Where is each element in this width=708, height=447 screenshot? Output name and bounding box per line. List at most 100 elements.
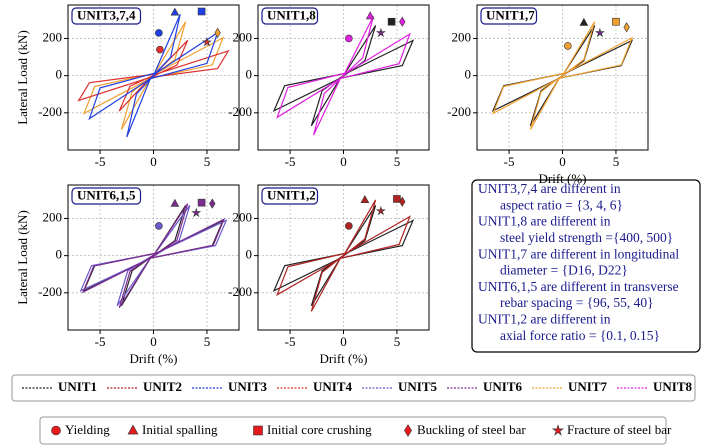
plot-frame xyxy=(257,4,430,151)
legend-label: UNIT1 xyxy=(58,379,97,394)
note-line: UNIT1,8 are different in xyxy=(478,214,611,229)
marker-circle xyxy=(156,45,164,54)
notes-box xyxy=(471,179,701,353)
y-tick-label: -200 xyxy=(38,284,62,299)
panel-tag: UNIT6,1,5 xyxy=(77,187,136,202)
y-tick-label: -200 xyxy=(447,104,471,119)
x-tick-label: 0 xyxy=(559,154,566,169)
x-tick-label: 5 xyxy=(394,154,401,169)
marker-diamond xyxy=(404,424,412,437)
plot-frame xyxy=(67,4,240,151)
y-tick-label: 200 xyxy=(233,29,253,44)
legend-label: UNIT2 xyxy=(143,379,182,394)
y-tick-label: 0 xyxy=(465,67,472,82)
hysteresis-line xyxy=(276,15,411,136)
x-tick-label: 5 xyxy=(394,334,401,349)
y-tick-label: 200 xyxy=(43,209,63,224)
marker-star xyxy=(375,27,386,38)
marker-circle xyxy=(155,29,163,37)
x-tick-label: 0 xyxy=(150,334,157,349)
marker-diamond xyxy=(623,22,630,33)
y-tick-label: 200 xyxy=(233,209,253,224)
x-tick-label: -5 xyxy=(95,334,106,349)
marker-diamond xyxy=(214,27,221,39)
x-tick-label: 0 xyxy=(340,154,347,169)
hysteresis-line xyxy=(491,21,634,130)
y-axis-label: Lateral Load (kN) xyxy=(15,30,30,125)
marker-circle xyxy=(345,222,353,230)
x-tick-label: 5 xyxy=(204,154,211,169)
legend-label: UNIT3 xyxy=(228,379,268,394)
x-tick-label: 5 xyxy=(204,334,211,349)
line-legend-box xyxy=(11,374,696,402)
x-tick-label: -5 xyxy=(285,154,296,169)
y-tick-label: -200 xyxy=(228,104,252,119)
hysteresis-line xyxy=(276,199,411,312)
panel-tag: UNIT1,8 xyxy=(267,7,316,22)
legend-label: UNIT7 xyxy=(568,379,608,394)
panel-tag-box xyxy=(261,7,319,25)
marker-triangle xyxy=(170,198,180,207)
plot-frame xyxy=(257,184,430,331)
marker-triangle xyxy=(360,195,370,203)
hysteresis-line xyxy=(77,39,230,112)
marker-star xyxy=(594,27,605,38)
marker-triangle xyxy=(127,424,139,435)
y-tick-label: -200 xyxy=(38,104,62,119)
marker-square xyxy=(253,425,263,436)
note-line: rebar spacing = {96, 55, 40} xyxy=(500,295,654,310)
marker-circle xyxy=(51,425,61,436)
panel-tag-box xyxy=(71,7,142,25)
marker-triangle xyxy=(365,11,375,20)
note-line: UNIT1,2 are different in xyxy=(478,311,611,326)
x-axis-label: Drift (%) xyxy=(319,351,367,366)
marker-legend-box xyxy=(39,416,667,445)
note-line: axial force ratio = {0.1, 0.15} xyxy=(500,328,660,343)
marker-square xyxy=(197,198,206,207)
note-line: UNIT1,7 are different in longitudinal xyxy=(478,246,679,261)
marker-legend-label: Buckling of steel bar xyxy=(417,422,526,437)
y-tick-label: 0 xyxy=(246,247,253,262)
marker-legend-label: Fracture of steel bar xyxy=(567,422,672,437)
marker-diamond xyxy=(209,198,216,209)
x-tick-label: 0 xyxy=(150,154,157,169)
y-tick-label: 200 xyxy=(452,29,472,44)
marker-diamond xyxy=(399,196,406,207)
marker-legend-label: Initial spalling xyxy=(142,422,218,437)
hysteresis-line xyxy=(88,14,219,138)
panel-tag-box xyxy=(261,187,319,205)
note-line: diameter = {D16, D22} xyxy=(500,263,628,278)
marker-circle xyxy=(564,42,572,50)
note-line: UNIT6,1,5 are different in transverse xyxy=(478,279,679,294)
x-tick-label: 5 xyxy=(613,154,620,169)
y-tick-label: 200 xyxy=(43,29,63,44)
marker-legend-label: Yielding xyxy=(65,422,110,437)
legend-label: UNIT5 xyxy=(398,379,438,394)
marker-square xyxy=(612,17,620,26)
x-tick-label: -5 xyxy=(95,154,106,169)
y-tick-label: 0 xyxy=(246,67,253,82)
y-tick-label: 0 xyxy=(56,67,63,82)
note-line: UNIT3,7,4 are different in xyxy=(478,181,621,196)
marker-square xyxy=(387,17,396,26)
marker-diamond xyxy=(399,16,406,27)
marker-circle xyxy=(155,222,163,230)
hysteresis-line xyxy=(81,203,226,309)
plot-frame xyxy=(67,184,240,331)
panel-tag: UNIT1,7 xyxy=(486,7,535,22)
legend-label: UNIT8 xyxy=(653,379,693,394)
x-tick-label: 0 xyxy=(340,334,347,349)
note-line: aspect ratio = {3, 4, 6} xyxy=(500,197,623,212)
legend-label: UNIT4 xyxy=(313,379,353,394)
x-axis-label: Drift (%) xyxy=(538,171,586,186)
plot-frame xyxy=(476,4,649,151)
marker-star xyxy=(551,424,565,436)
marker-square xyxy=(197,7,206,16)
marker-triangle xyxy=(579,17,589,26)
y-axis-label: Lateral Load (kN) xyxy=(15,210,30,305)
marker-triangle xyxy=(170,7,180,16)
y-tick-label: -200 xyxy=(228,284,252,299)
marker-star xyxy=(375,205,386,216)
marker-square xyxy=(393,195,401,203)
